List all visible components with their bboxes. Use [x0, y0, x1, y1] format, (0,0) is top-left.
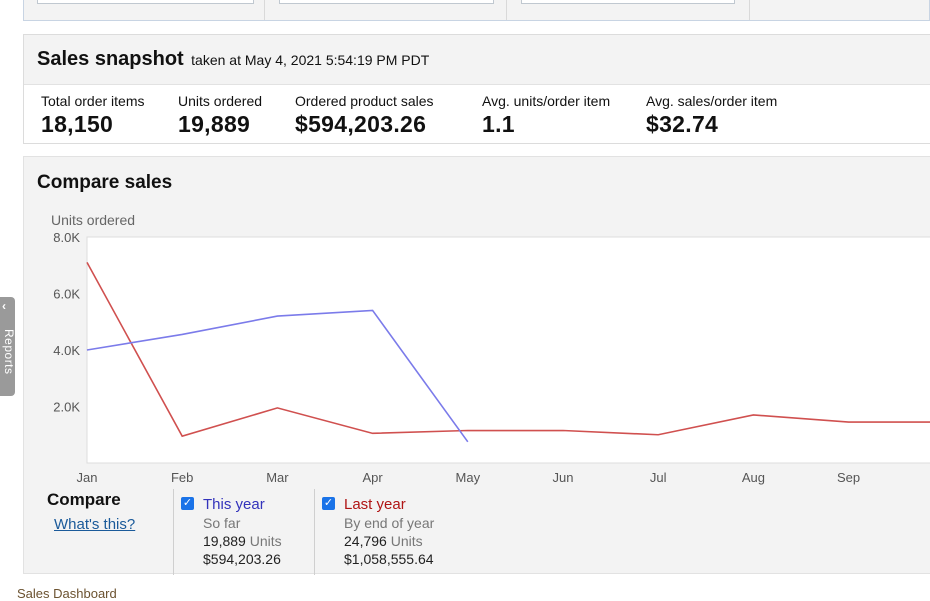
- metric-value: $32.74: [646, 111, 719, 137]
- metric-units-ordered: Units ordered 19,889: [178, 93, 262, 138]
- last-year-units-value: 24,796: [344, 533, 387, 549]
- y-tick-label: 2.0K: [53, 400, 80, 415]
- filter-divider: [264, 0, 265, 20]
- plot-area: [86, 236, 930, 464]
- units-ordered-chart: Units ordered 2.0K 4.0K 6.0K 8.0K Jan Feb Mar…: [51, 212, 930, 485]
- x-tick-label: Feb: [171, 470, 193, 485]
- snapshot-header: Sales snapshot taken at May 4, 2021 5:54…: [24, 35, 930, 85]
- metric-value: 19,889: [178, 111, 251, 137]
- filter-divider: [749, 0, 750, 20]
- units-label: Units: [390, 533, 423, 549]
- x-tick-label: Mar: [266, 470, 289, 485]
- y-tick-label: 4.0K: [53, 343, 80, 358]
- x-tick-label: Aug: [742, 470, 765, 485]
- last-year-period: By end of year: [344, 515, 435, 531]
- reports-tab-label: Reports: [2, 329, 16, 375]
- this-year-checkbox[interactable]: ✓: [181, 497, 194, 510]
- metric-ordered-product-sales: Ordered product sales $594,203.26: [295, 93, 434, 138]
- last-year-line: [86, 262, 930, 438]
- filter-field[interactable]: [521, 0, 735, 4]
- last-year-checkbox[interactable]: ✓: [322, 497, 335, 510]
- sales-dashboard-link[interactable]: Sales Dashboard: [17, 586, 117, 601]
- metric-value: $594,203.26: [295, 111, 427, 137]
- filter-strip: [23, 0, 930, 21]
- filter-divider: [506, 0, 507, 20]
- metric-label: Ordered product sales: [295, 93, 434, 109]
- x-tick-label: Apr: [362, 470, 383, 485]
- this-year-label: This year: [203, 496, 265, 513]
- metric-value: 1.1: [482, 111, 515, 137]
- last-year-units: 24,796 Units: [344, 532, 434, 550]
- metric-label: Units ordered: [178, 93, 263, 109]
- x-tick-label: Jan: [77, 470, 98, 485]
- x-tick-label: Jul: [650, 470, 667, 485]
- filter-field[interactable]: [37, 0, 254, 4]
- y-tick-label: 8.0K: [53, 230, 80, 245]
- reports-side-tab[interactable]: ‹ Reports: [0, 297, 16, 396]
- last-year-label: Last year: [344, 496, 406, 513]
- metric-avg-units-per-order-item: Avg. units/order item 1.1: [482, 93, 610, 138]
- compare-sales-panel: Compare sales Units ordered 2.0K 4.0K 6.0K…: [23, 156, 930, 575]
- sales-snapshot-panel: Sales snapshot taken at May 4, 2021 5:54…: [23, 34, 930, 144]
- this-year-units-value: 19,889: [203, 533, 246, 549]
- this-year-period: So far: [203, 515, 241, 531]
- whats-this-link[interactable]: What's this?: [54, 516, 136, 533]
- legend-divider: [173, 489, 174, 575]
- this-year-sales: $594,203.26: [203, 551, 281, 567]
- chevron-left-icon: ‹: [2, 299, 6, 313]
- compare-legend-heading: Compare: [47, 490, 121, 509]
- x-tick-label: Sep: [837, 470, 860, 485]
- x-tick-label: May: [456, 470, 481, 485]
- snapshot-title: Sales snapshot: [37, 48, 184, 70]
- filter-field[interactable]: [279, 0, 494, 4]
- metric-label: Total order items: [41, 93, 145, 109]
- last-year-sales: $1,058,555.64: [344, 551, 434, 567]
- legend-divider: [314, 489, 315, 575]
- y-axis-label: Units ordered: [51, 212, 135, 228]
- metric-label: Avg. sales/order item: [646, 93, 778, 109]
- legend-last-year: ✓ Last year By end of year 24,796 Units …: [322, 496, 434, 568]
- units-label: Units: [249, 533, 282, 549]
- compare-title: Compare sales: [37, 172, 173, 193]
- y-tick-label: 6.0K: [53, 287, 80, 302]
- metric-value: 18,150: [41, 111, 114, 137]
- legend-this-year: ✓ This year So far 19,889 Units $594,203…: [181, 496, 282, 568]
- this-year-units: 19,889 Units: [203, 532, 282, 550]
- metric-label: Avg. units/order item: [482, 93, 611, 109]
- metric-total-order-items: Total order items 18,150: [41, 93, 144, 138]
- this-year-line: [86, 309, 469, 443]
- x-tick-label: Jun: [553, 470, 574, 485]
- metric-avg-sales-per-order-item: Avg. sales/order item $32.74: [646, 93, 777, 138]
- snapshot-timestamp: taken at May 4, 2021 5:54:19 PM PDT: [191, 52, 430, 68]
